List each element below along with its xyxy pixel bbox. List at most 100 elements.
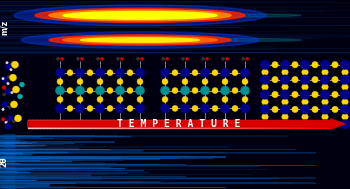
Circle shape (76, 104, 84, 113)
Circle shape (292, 76, 298, 83)
Circle shape (135, 104, 145, 113)
Ellipse shape (63, 36, 217, 44)
Circle shape (20, 82, 25, 87)
Circle shape (67, 105, 73, 111)
Bar (7, 134, 14, 189)
Circle shape (312, 91, 318, 98)
Bar (3, 134, 10, 189)
Bar (4, 134, 11, 189)
Circle shape (56, 121, 60, 124)
Circle shape (320, 90, 330, 99)
Circle shape (127, 88, 133, 94)
Bar (6, 134, 13, 189)
Circle shape (7, 82, 9, 85)
Circle shape (135, 68, 145, 77)
Circle shape (80, 57, 84, 60)
Circle shape (241, 121, 245, 124)
Circle shape (222, 57, 225, 60)
Circle shape (262, 69, 268, 75)
Circle shape (320, 75, 330, 84)
Bar (2, 134, 9, 189)
Bar (4, 134, 10, 189)
Circle shape (18, 94, 22, 99)
Circle shape (57, 97, 63, 102)
Circle shape (312, 62, 318, 68)
Circle shape (201, 57, 205, 60)
Circle shape (96, 104, 105, 113)
Circle shape (87, 70, 93, 76)
Circle shape (242, 79, 248, 85)
Text: T E M P E R A T U R E: T E M P E R A T U R E (117, 119, 240, 129)
Circle shape (280, 119, 290, 129)
Circle shape (182, 79, 188, 85)
Ellipse shape (63, 12, 217, 19)
Bar (6, 134, 13, 189)
Circle shape (212, 70, 218, 76)
Bar (4, 134, 10, 189)
Circle shape (181, 104, 189, 113)
Circle shape (222, 97, 228, 102)
Circle shape (2, 86, 6, 90)
Circle shape (205, 121, 209, 124)
Circle shape (280, 90, 290, 99)
Circle shape (140, 57, 143, 60)
Circle shape (6, 62, 8, 64)
Circle shape (322, 114, 328, 120)
Circle shape (162, 79, 168, 85)
Circle shape (56, 86, 64, 95)
Bar (2, 134, 9, 189)
Bar (1, 134, 8, 189)
Circle shape (14, 115, 21, 122)
Bar (3, 134, 10, 189)
Circle shape (56, 68, 64, 77)
Bar (7, 134, 14, 189)
Circle shape (340, 90, 350, 99)
Circle shape (97, 79, 103, 85)
Circle shape (116, 68, 125, 77)
Circle shape (282, 69, 288, 75)
Circle shape (272, 121, 278, 127)
Circle shape (320, 105, 330, 114)
Circle shape (260, 105, 270, 114)
Circle shape (13, 120, 15, 123)
Circle shape (172, 105, 178, 111)
Circle shape (292, 91, 298, 98)
Circle shape (116, 86, 125, 95)
Circle shape (100, 57, 104, 60)
Circle shape (67, 88, 73, 94)
Bar (6, 134, 13, 189)
Circle shape (292, 121, 298, 127)
Circle shape (342, 114, 348, 120)
Circle shape (212, 88, 218, 94)
Circle shape (135, 86, 145, 95)
Circle shape (245, 121, 248, 124)
Circle shape (161, 68, 169, 77)
Circle shape (312, 106, 318, 113)
Ellipse shape (35, 8, 245, 22)
Circle shape (262, 99, 268, 105)
Circle shape (2, 93, 6, 96)
Circle shape (272, 91, 278, 98)
Circle shape (137, 79, 143, 85)
Circle shape (300, 75, 310, 84)
Circle shape (2, 101, 8, 107)
Bar (4, 134, 11, 189)
Circle shape (186, 57, 189, 60)
Circle shape (5, 123, 11, 129)
Circle shape (225, 57, 229, 60)
Bar (5, 134, 12, 189)
Circle shape (2, 108, 4, 111)
Circle shape (1, 118, 5, 121)
Circle shape (322, 69, 328, 75)
Circle shape (302, 114, 308, 120)
Circle shape (260, 90, 270, 99)
Circle shape (300, 105, 310, 114)
Circle shape (302, 84, 308, 90)
Circle shape (127, 105, 133, 111)
Circle shape (182, 97, 188, 102)
Bar (5, 134, 12, 189)
Circle shape (7, 115, 13, 121)
Circle shape (67, 70, 73, 76)
Circle shape (12, 61, 19, 68)
Circle shape (260, 60, 270, 70)
